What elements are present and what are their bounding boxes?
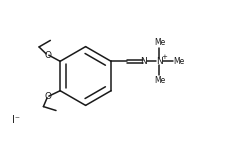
Text: Me: Me (153, 38, 164, 47)
Text: +: + (160, 54, 166, 60)
Text: O: O (44, 51, 51, 60)
Text: Me: Me (173, 57, 184, 66)
Text: Me: Me (153, 76, 164, 85)
Text: I⁻: I⁻ (12, 115, 20, 124)
Text: N: N (139, 57, 146, 66)
Text: N: N (155, 57, 162, 66)
Text: O: O (44, 92, 51, 101)
